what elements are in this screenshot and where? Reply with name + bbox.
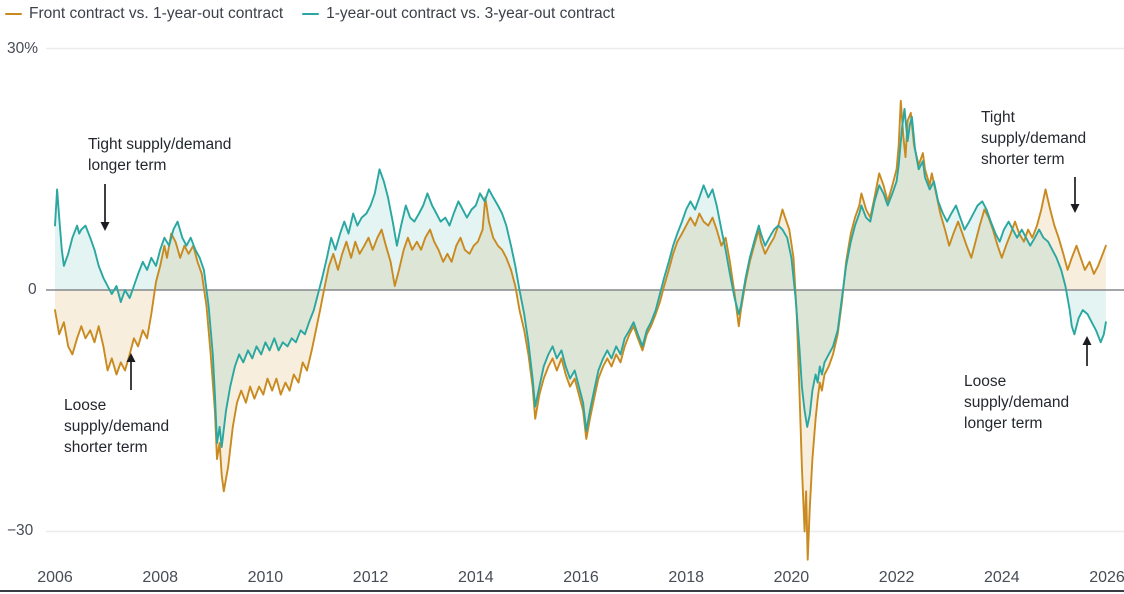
- annotation-arrow-head-tight-shorter: [1070, 204, 1080, 213]
- x-tick-label-2026: 2026: [1089, 569, 1124, 586]
- legend-item-front-vs-1y: Front contract vs. 1-year-out contract: [5, 5, 283, 23]
- series-line-1: [54, 107, 1107, 448]
- x-tick-label-2006: 2006: [37, 569, 73, 586]
- y-axis-label-neg30: −30: [7, 522, 34, 539]
- legend-swatch-1y-vs-3y: [302, 12, 320, 16]
- x-tick-label-2020: 2020: [773, 569, 810, 586]
- y-axis-label-zero: 0: [28, 281, 37, 298]
- annotation-tight-supply-demand-shorter-term: Tight supply/demand shorter term: [981, 109, 1087, 168]
- x-tick-label-2024: 2024: [984, 569, 1020, 586]
- legend-swatch-front-vs-1y: [5, 12, 22, 16]
- annotation-loose-supply-demand-longer-term: Loose supply/demand longer term: [964, 373, 1070, 432]
- legend-item-1y-vs-3y: 1-year-out contract vs. 3-year-out contr…: [302, 5, 615, 23]
- x-tick-label-2008: 2008: [142, 569, 178, 586]
- x-axis: 2006 2008 2010 2012 2014 2016 2018 2020 2022 2024…: [0, 569, 1124, 591]
- x-tick-label-2010: 2010: [247, 569, 284, 586]
- legend: Front contract vs. 1-year-out contract 1…: [5, 5, 615, 23]
- legend-label-1y-vs-3y: 1-year-out contract vs. 3-year-out contr…: [326, 5, 615, 22]
- legend-label-front-vs-1y: Front contract vs. 1-year-out contract: [29, 5, 284, 22]
- series-area-0: [55, 100, 1106, 560]
- annotation-arrow-head-tight-longer: [100, 222, 110, 231]
- x-tick-label-2018: 2018: [668, 569, 704, 586]
- x-tick-label-2022: 2022: [878, 569, 915, 586]
- x-tick-label-2016: 2016: [563, 569, 599, 586]
- x-tick-label-2014: 2014: [458, 569, 494, 586]
- y-axis-label-30pct: 30%: [7, 40, 39, 57]
- series-line-0: [54, 99, 1107, 561]
- annotation-arrow-head-loose-longer: [1082, 336, 1092, 345]
- annotation-loose-supply-demand-shorter-term: Loose supply/demand shorter term: [64, 397, 170, 456]
- series-area-1: [55, 108, 1106, 448]
- annotation-arrow-head-loose-shorter: [126, 353, 136, 362]
- x-tick-label-2012: 2012: [352, 569, 389, 586]
- annotation-tight-supply-demand-longer-term: Tight supply/demand longer term: [88, 136, 232, 174]
